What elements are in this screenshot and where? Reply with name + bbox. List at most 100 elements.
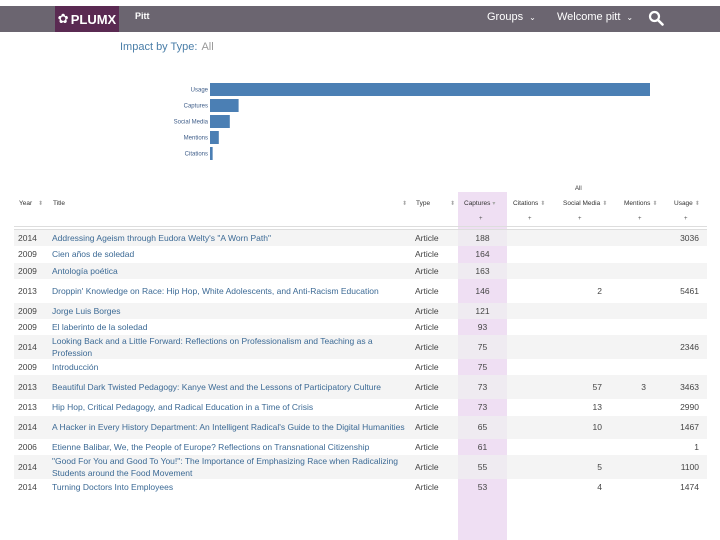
cell-citations bbox=[509, 375, 557, 399]
chart-bar-usage[interactable] bbox=[210, 83, 650, 96]
cell-citations bbox=[509, 479, 557, 495]
cell-social[interactable]: 13 bbox=[592, 402, 602, 413]
cell-title[interactable]: A Hacker in Every History Department: An… bbox=[52, 422, 405, 433]
cell-captures[interactable]: 61 bbox=[477, 441, 488, 452]
impact-filter[interactable]: All bbox=[201, 41, 214, 53]
sort-icon[interactable]: ⬍ bbox=[402, 201, 408, 207]
cell-social bbox=[557, 263, 602, 279]
header-citations[interactable]: Citations ⬍ bbox=[513, 200, 546, 207]
chart-category-label: Captures bbox=[184, 104, 208, 110]
cell-title[interactable]: Turning Doctors Into Employees bbox=[52, 481, 174, 492]
cell-usage[interactable]: 5461 bbox=[680, 285, 699, 296]
groups-menu[interactable]: Groups ⌄ bbox=[487, 11, 536, 23]
cell-captures[interactable]: 188 bbox=[475, 232, 490, 243]
chevron-down-icon: ⌄ bbox=[529, 13, 536, 22]
cell-type: Article bbox=[415, 321, 439, 332]
cell-title[interactable]: Addressing Ageism through Eudora Welty's… bbox=[52, 232, 272, 243]
cell-social[interactable]: 57 bbox=[592, 381, 602, 392]
cell-title[interactable]: Beautiful Dark Twisted Pedagogy: Kanye W… bbox=[52, 381, 382, 392]
expand-social-icon[interactable]: + bbox=[578, 216, 582, 222]
cell-citations bbox=[509, 416, 557, 439]
cell-year: 2006 bbox=[18, 441, 37, 452]
cell-title[interactable]: El laberinto de la soledad bbox=[52, 321, 148, 332]
cell-mentions bbox=[604, 455, 646, 479]
cell-citations bbox=[509, 455, 557, 479]
cell-title[interactable]: Droppin' Knowledge on Race: Hip Hop, Whi… bbox=[52, 285, 379, 296]
cell-usage[interactable]: 1100 bbox=[680, 461, 699, 472]
chart-category-label: Citations bbox=[185, 152, 208, 158]
header-type[interactable]: Type bbox=[416, 200, 431, 207]
expand-mentions-icon[interactable]: + bbox=[638, 216, 642, 222]
header-captures[interactable]: Captures ▾ bbox=[464, 200, 496, 207]
impact-title: Impact by Type: bbox=[120, 41, 198, 53]
expand-usage-icon[interactable]: + bbox=[684, 216, 688, 222]
cell-year: 2009 bbox=[18, 249, 37, 260]
cell-type: Article bbox=[415, 402, 439, 413]
cell-title[interactable]: Introducción bbox=[52, 361, 99, 372]
header-divider bbox=[14, 229, 707, 230]
cell-captures[interactable]: 163 bbox=[475, 265, 490, 276]
cell-usage[interactable]: 2346 bbox=[680, 341, 699, 352]
plumx-logo[interactable]: ✿ PLUMX bbox=[55, 6, 119, 32]
cell-title[interactable]: Jorge Luis Borges bbox=[52, 305, 121, 316]
cell-social bbox=[557, 319, 602, 335]
chart-bar-captures[interactable] bbox=[210, 99, 239, 112]
cell-title[interactable]: Looking Back and a Little Forward: Refle… bbox=[52, 335, 373, 358]
cell-year: 2014 bbox=[18, 481, 37, 492]
cell-social[interactable]: 2 bbox=[597, 285, 602, 296]
header-mentions[interactable]: Mentions ⬍ bbox=[624, 200, 658, 207]
header-title[interactable]: Title bbox=[53, 200, 66, 207]
cell-mentions bbox=[604, 263, 646, 279]
cell-usage[interactable]: 3036 bbox=[680, 232, 699, 243]
cell-captures[interactable]: 73 bbox=[477, 402, 488, 413]
search-icon[interactable] bbox=[648, 10, 664, 26]
cell-title[interactable]: "Good For You and Good To You!": The Imp… bbox=[52, 455, 398, 478]
expand-captures-icon[interactable]: + bbox=[479, 216, 483, 222]
chart-bar-social-media[interactable] bbox=[210, 115, 230, 128]
cell-social[interactable]: 4 bbox=[597, 481, 602, 492]
cell-captures[interactable]: 75 bbox=[477, 341, 488, 352]
header-social-media[interactable]: Social Media ⬍ bbox=[563, 200, 608, 207]
cell-captures[interactable]: 73 bbox=[477, 381, 488, 392]
chart-bar-mentions[interactable] bbox=[210, 131, 219, 144]
sort-icon[interactable]: ⬍ bbox=[38, 201, 44, 207]
org-name[interactable]: Pitt bbox=[135, 11, 150, 21]
table-row: 2014 "Good For You and Good To You!": The… bbox=[14, 455, 707, 479]
cell-social[interactable]: 10 bbox=[592, 422, 602, 433]
cell-mentions[interactable]: 3 bbox=[641, 381, 646, 392]
sort-icon: ⬍ bbox=[540, 201, 546, 207]
cell-captures[interactable]: 146 bbox=[475, 285, 490, 296]
cell-captures[interactable]: 121 bbox=[475, 305, 490, 316]
sort-icon[interactable]: ⬍ bbox=[450, 201, 456, 207]
table-row: 2009 Jorge Luis Borges Article 121 bbox=[14, 303, 707, 319]
header-usage[interactable]: Usage ⬍ bbox=[674, 200, 700, 207]
cell-captures[interactable]: 55 bbox=[477, 461, 488, 472]
cell-captures[interactable]: 164 bbox=[475, 249, 490, 260]
cell-captures[interactable]: 75 bbox=[477, 361, 488, 372]
top-navigation-bar: ✿ PLUMX Pitt Groups ⌄ Welcome pitt ⌄ bbox=[0, 6, 720, 32]
cell-social[interactable]: 5 bbox=[597, 461, 602, 472]
cell-title[interactable]: Hip Hop, Critical Pedagogy, and Radical … bbox=[52, 402, 314, 413]
cell-year: 2013 bbox=[18, 285, 37, 296]
cell-usage[interactable]: 1467 bbox=[680, 422, 699, 433]
cell-usage[interactable]: 3463 bbox=[680, 381, 699, 392]
cell-usage[interactable]: 1 bbox=[694, 441, 699, 452]
cell-title[interactable]: Etienne Balibar, We, the People of Europ… bbox=[52, 441, 370, 452]
expand-citations-icon[interactable]: + bbox=[528, 216, 532, 222]
cell-title[interactable]: Antología poética bbox=[52, 265, 118, 276]
cell-title[interactable]: Cien años de soledad bbox=[52, 249, 135, 260]
cell-captures[interactable]: 93 bbox=[477, 321, 488, 332]
chevron-down-icon: ⌄ bbox=[626, 13, 634, 22]
cell-usage[interactable]: 1474 bbox=[680, 481, 699, 492]
table-row: 2009 Antología poética Article 163 bbox=[14, 263, 707, 279]
impact-bar-chart: Usage Captures Social Media Mentions Citatio… bbox=[174, 83, 650, 160]
cell-captures[interactable]: 65 bbox=[477, 422, 488, 433]
header-year[interactable]: Year bbox=[19, 200, 33, 207]
table-row: 2013 Droppin' Knowledge on Race: Hip Hop,… bbox=[14, 279, 707, 303]
cell-captures[interactable]: 53 bbox=[477, 481, 488, 492]
cell-year: 2009 bbox=[18, 361, 37, 372]
chart-bar-citations[interactable] bbox=[210, 147, 213, 160]
user-menu[interactable]: Welcome pitt ⌄ bbox=[557, 11, 633, 23]
cell-usage[interactable]: 2990 bbox=[680, 402, 699, 413]
cell-citations bbox=[509, 230, 557, 246]
